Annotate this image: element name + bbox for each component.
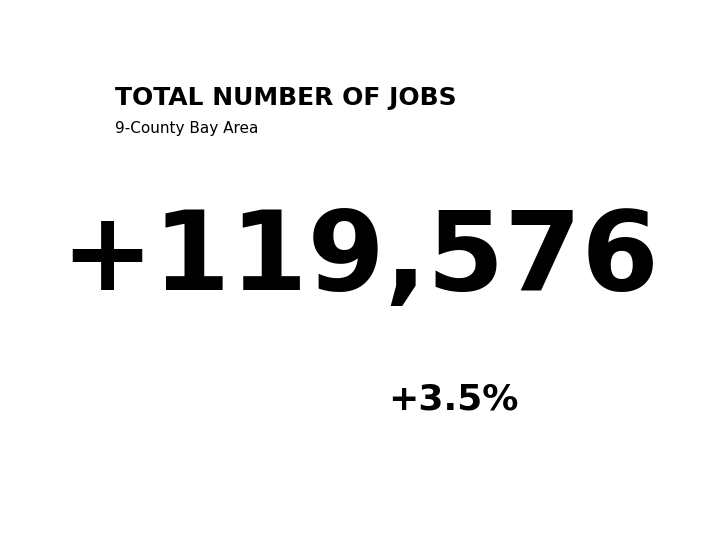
Text: TOTAL NUMBER OF JOBS: TOTAL NUMBER OF JOBS [115,86,456,110]
Text: +119,576: +119,576 [60,206,660,313]
Text: +3.5%: +3.5% [388,383,519,416]
Text: 9-County Bay Area: 9-County Bay Area [115,122,258,137]
